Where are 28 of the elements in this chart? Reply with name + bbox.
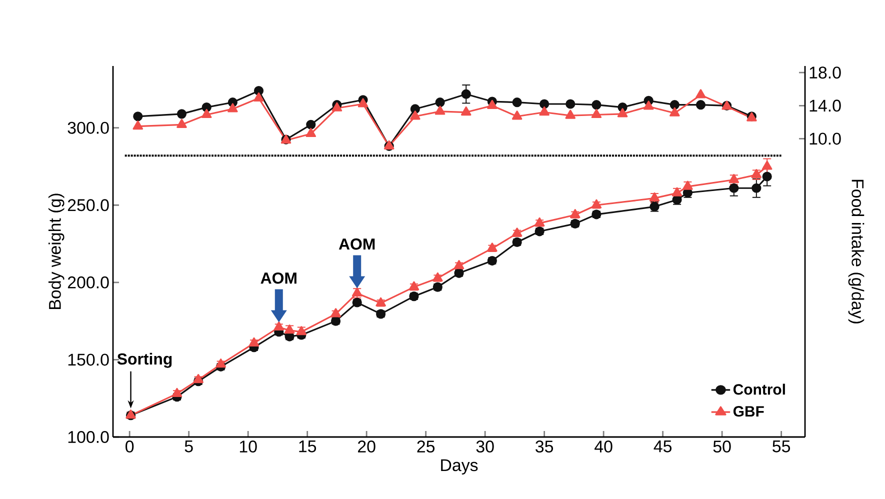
x-tick-label: 55 [772,440,790,452]
x-tick-label: 0 [126,440,134,453]
y-tick-label: 100.0 [68,431,109,443]
y-tick-label: 200.0 [68,276,109,288]
y2-tick-label: 18.0 [810,66,841,79]
x-tick-label: 35 [536,440,554,453]
y2-tick-label: 14.0 [810,100,841,112]
y2-tick-label: 10.0 [810,132,841,145]
y-tick-label: 250.0 [68,199,109,212]
annotation: Sorting [117,352,172,368]
x-tick-label: 10 [240,440,257,453]
legend-label: GBF [733,406,764,417]
x-tick-label: 30 [476,440,494,453]
x-tick-label: 20 [358,440,376,453]
y-tick-label: 300.0 [68,122,109,134]
x-tick-label: 40 [594,440,612,453]
x-tick-label: 5 [184,440,193,452]
x-tick-label: 15 [299,440,316,452]
annotation: AOM [338,238,375,250]
x-tick-label: 25 [417,440,435,453]
x-tick-label: 45 [654,440,672,452]
y2-axis-title: Food intake (g/day) [848,180,864,324]
x-tick-label: 50 [713,440,731,453]
legend-label: Control [733,384,785,395]
annotation: AOM [260,272,296,284]
x-axis-title: Days [441,459,478,475]
y-axis-title: Body weight (g) [48,194,64,309]
y-tick-label: 150.0 [68,354,109,366]
